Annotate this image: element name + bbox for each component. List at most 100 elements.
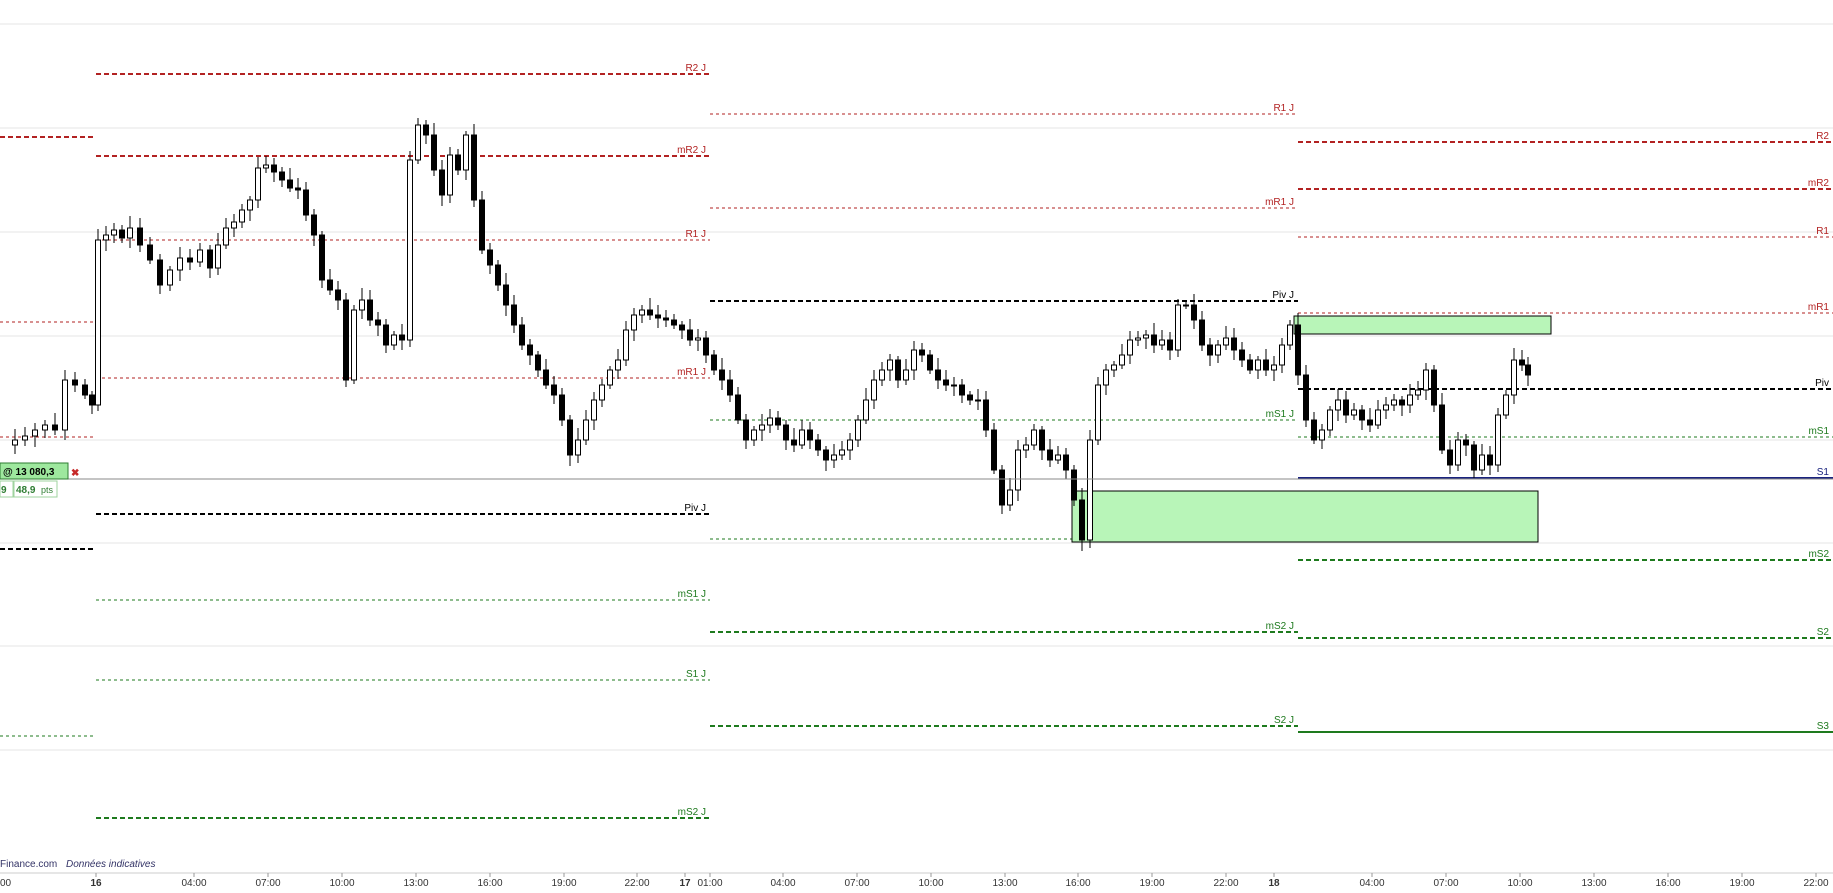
level-label: S2 J <box>1274 715 1294 726</box>
x-tick-label: 17 <box>679 878 691 889</box>
candle-body <box>72 379 78 386</box>
candle-body <box>863 399 869 421</box>
candle-body <box>1519 359 1525 366</box>
candle-body <box>1359 409 1365 421</box>
candle-body <box>543 369 549 386</box>
candle-body <box>935 369 941 381</box>
candle-body <box>1487 454 1493 466</box>
candle-body <box>671 319 677 326</box>
candle-body <box>407 159 413 341</box>
candle-body <box>231 221 237 229</box>
close-icon[interactable]: ✖ <box>71 468 79 479</box>
order-pts-box <box>13 480 58 498</box>
candle-body <box>1367 419 1373 426</box>
candle-body <box>383 324 389 346</box>
order-price-box <box>0 462 69 480</box>
level-label: mS2 J <box>678 807 706 818</box>
x-tick-label: 22:00 <box>624 878 649 889</box>
candle-body <box>197 249 203 263</box>
candle-body <box>1039 429 1045 451</box>
footer: Finance.com Données indicatives <box>0 859 156 870</box>
grid <box>0 23 1833 751</box>
candle-body <box>871 379 877 401</box>
candle-body <box>783 424 789 441</box>
candle-body <box>319 234 325 281</box>
x-tick-label: 10:00 <box>1507 878 1532 889</box>
candle-body <box>295 187 301 191</box>
order-tag[interactable]: @ 13 080,3 ✖ 9 48,9 pts <box>0 462 83 498</box>
candle-body <box>1335 399 1341 411</box>
candle-body <box>1143 334 1149 339</box>
order-left-fragment: 9 <box>1 485 7 496</box>
x-tick-label: 10:00 <box>918 878 943 889</box>
candle-body <box>919 349 925 356</box>
candle-body <box>119 229 125 239</box>
candle-body <box>1071 469 1077 501</box>
candle-body <box>1399 399 1405 406</box>
candle-body <box>311 214 317 236</box>
candle-body <box>943 379 949 386</box>
candle-body <box>215 244 221 269</box>
level-label: R2 J <box>685 63 706 74</box>
candle-body <box>42 424 48 431</box>
level-label: R1 J <box>685 229 706 240</box>
x-tick-label: 13:00 <box>992 878 1017 889</box>
level-label: R1 J <box>1273 103 1294 114</box>
candle-body <box>559 394 565 421</box>
candle-body <box>177 257 183 271</box>
candle-body <box>967 394 973 401</box>
candle-body <box>1103 369 1109 386</box>
candle-body <box>439 169 445 196</box>
candle-body <box>599 384 605 401</box>
x-tick-label: 07:00 <box>1433 878 1458 889</box>
candle-body <box>22 435 28 441</box>
level-label: mR1 <box>1808 302 1830 313</box>
candle-body <box>1191 304 1197 321</box>
level-label: R1 <box>1816 226 1829 237</box>
candle-body <box>799 429 805 446</box>
zones <box>1071 315 1552 543</box>
order-left-fragment-box <box>0 480 14 498</box>
candle-body <box>703 337 709 356</box>
candle-body <box>1263 359 1269 371</box>
x-tick-label: 07:00 <box>844 878 869 889</box>
candle-body <box>767 417 773 426</box>
candle-body <box>1495 414 1501 466</box>
level-label: mR1 J <box>677 367 706 378</box>
candle-body <box>1175 304 1181 351</box>
disclaimer-label: Données indicatives <box>66 859 156 870</box>
level-label: S1 J <box>686 669 706 680</box>
candle-body <box>607 369 613 386</box>
candle-body <box>1111 364 1117 371</box>
level-label: mR2 J <box>677 145 706 156</box>
level-label: mS1 J <box>1266 409 1294 420</box>
candle-body <box>1525 364 1531 376</box>
candle-body <box>103 234 109 241</box>
candle-body <box>591 399 597 421</box>
candle-body <box>207 249 213 269</box>
candle-body <box>157 259 163 286</box>
candle-body <box>679 324 685 331</box>
level-label: S2 <box>1817 627 1830 638</box>
x-tick-label: 00 <box>0 878 12 889</box>
order-close-box[interactable] <box>70 465 83 478</box>
candle-body <box>1431 369 1437 406</box>
candle-body <box>62 379 68 431</box>
candle-body <box>727 379 733 396</box>
candle-body <box>487 249 493 266</box>
candle-body <box>719 369 725 381</box>
candle-body <box>52 424 58 431</box>
candle-body <box>1415 389 1421 396</box>
candle-body <box>495 264 501 286</box>
candle-body <box>1311 419 1317 441</box>
lower-demand-zone <box>1071 490 1539 543</box>
x-tick-label: 16:00 <box>477 878 502 889</box>
candle-body <box>479 199 485 251</box>
candle-body <box>1167 339 1173 351</box>
level-label: Piv J <box>684 503 706 514</box>
candle-body <box>1383 404 1389 411</box>
candle-body <box>527 344 533 356</box>
candle-body <box>831 454 837 461</box>
order-pts-value: 48,9 <box>16 485 36 496</box>
